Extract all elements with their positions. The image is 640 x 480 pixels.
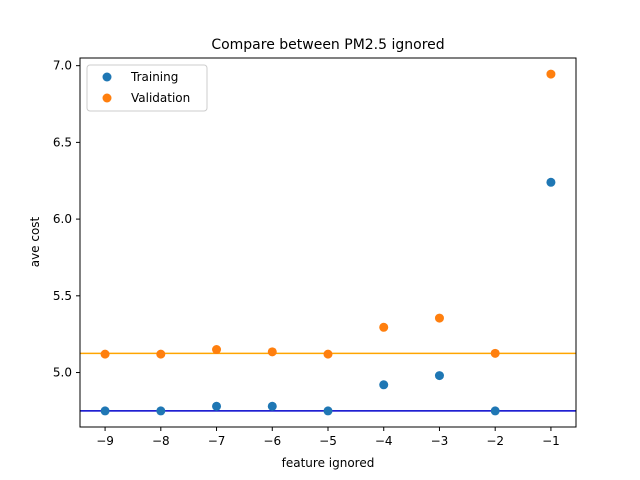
legend-label-validation: Validation (131, 91, 190, 105)
point-training-0 (100, 406, 110, 416)
legend-box (86, 64, 208, 112)
point-validation-0 (100, 349, 110, 359)
legend: Training Validation (86, 64, 208, 112)
y-axis-ticks: 5.0 5.5 6.0 6.5 7.0 (53, 59, 80, 380)
y-tick-label-1: 5.5 (53, 289, 72, 303)
x-tick-label-4: −5 (319, 434, 337, 448)
point-training-7 (490, 406, 500, 416)
x-tick-label-8: −1 (542, 434, 560, 448)
legend-marker-training (102, 72, 112, 82)
point-training-6 (434, 371, 444, 381)
y-axis-label: ave cost (28, 216, 42, 267)
x-axis-label: feature ignored (282, 456, 375, 470)
point-validation-6 (434, 313, 444, 323)
point-training-3 (267, 401, 277, 411)
y-tick-label-2: 6.0 (53, 212, 72, 226)
point-training-5 (379, 380, 389, 390)
y-tick-label-4: 7.0 (53, 59, 72, 73)
point-training-4 (323, 406, 333, 416)
data-points (100, 69, 556, 416)
x-tick-label-1: −8 (152, 434, 170, 448)
point-validation-4 (323, 349, 333, 359)
x-tick-label-3: −6 (263, 434, 281, 448)
x-tick-label-0: −9 (96, 434, 114, 448)
x-tick-label-5: −4 (375, 434, 393, 448)
legend-label-training: Training (130, 70, 178, 84)
point-validation-1 (156, 349, 166, 359)
point-validation-2 (212, 345, 222, 355)
point-validation-8 (546, 69, 556, 79)
point-training-1 (156, 406, 166, 416)
point-training-8 (546, 177, 556, 187)
y-tick-label-3: 6.5 (53, 135, 72, 149)
legend-marker-validation (102, 93, 112, 103)
point-validation-5 (379, 322, 389, 332)
y-tick-label-0: 5.0 (53, 366, 72, 380)
point-validation-3 (267, 347, 277, 357)
x-tick-label-7: −2 (486, 434, 504, 448)
x-tick-label-6: −3 (431, 434, 449, 448)
chart-title: Compare between PM2.5 ignored (211, 37, 444, 53)
x-tick-label-2: −7 (208, 434, 226, 448)
point-validation-7 (490, 348, 500, 358)
x-axis-ticks: −9 −8 −7 −6 −5 −4 −3 −2 −1 (96, 427, 560, 448)
point-training-2 (212, 401, 222, 411)
